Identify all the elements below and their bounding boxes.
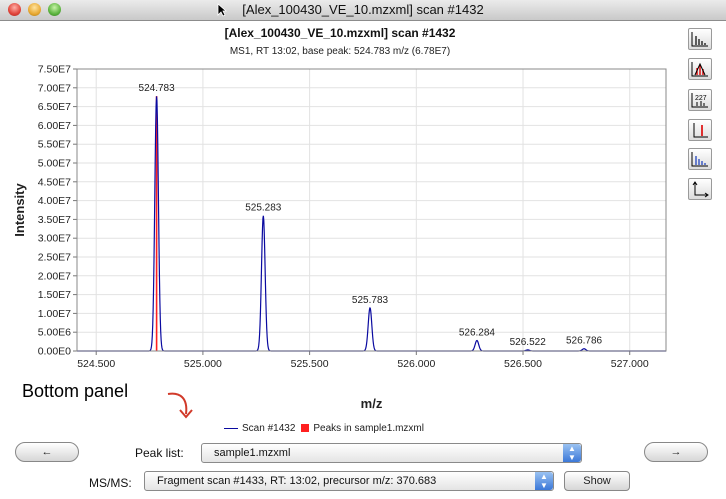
previous-scan-button[interactable]: ← xyxy=(15,442,79,462)
dropdown-arrows-icon: ▲ ▼ xyxy=(563,444,581,462)
y-tick-label: 5.00E7 xyxy=(38,158,71,170)
peak-mz-label: 526.786 xyxy=(566,336,603,347)
curved-arrow-icon xyxy=(167,392,193,419)
close-window-button[interactable] xyxy=(8,3,21,16)
legend-scan-label: Scan #1432 xyxy=(242,423,296,434)
peak-list-dropdown[interactable]: sample1.mzxml ▲ ▼ xyxy=(201,443,582,463)
y-tick-label: 2.00E7 xyxy=(38,270,71,282)
y-tick-label: 6.00E7 xyxy=(38,120,71,132)
y-tick-label: 4.00E7 xyxy=(38,195,71,207)
set-peak-icon[interactable] xyxy=(688,119,712,141)
scan-profile-line xyxy=(77,96,666,352)
y-tick-label: 7.50E7 xyxy=(38,64,71,76)
centroid-icon[interactable] xyxy=(688,28,712,50)
chart-legend: Scan #1432 Peaks in sample1.mzxml xyxy=(224,423,424,434)
y-tick-label: 3.50E7 xyxy=(38,214,71,226)
show-button[interactable]: Show xyxy=(564,471,630,491)
x-tick-label: 525.000 xyxy=(184,358,222,370)
svg-text:227: 227 xyxy=(695,95,707,102)
plot-frame xyxy=(76,68,667,352)
x-tick-label: 527.000 xyxy=(611,358,649,370)
window-title: [Alex_100430_VE_10.mzxml] scan #1432 xyxy=(242,2,484,17)
peak-mz-label: 525.783 xyxy=(352,295,389,306)
x-axis-label: m/z xyxy=(361,396,383,411)
y-tick-label: 0.00E0 xyxy=(38,346,71,358)
annotation-icon[interactable]: 227 xyxy=(688,89,712,111)
x-tick-label: 525.500 xyxy=(291,358,329,370)
y-tick-label: 7.00E7 xyxy=(38,82,71,94)
x-tick-label: 524.500 xyxy=(77,358,115,370)
next-scan-button[interactable]: → xyxy=(644,442,708,462)
msms-label: MS/MS: xyxy=(89,476,132,490)
peak-mz-label: 525.283 xyxy=(245,203,282,214)
peak-mz-label: 526.522 xyxy=(510,337,547,348)
legend-peaks-label: Peaks in sample1.mzxml xyxy=(313,423,424,434)
peak-mz-label: 524.783 xyxy=(139,83,176,94)
peak-list-label: Peak list: xyxy=(135,446,184,460)
y-tick-label: 5.50E7 xyxy=(38,139,71,151)
peak-detection-icon[interactable] xyxy=(688,58,712,80)
y-axis-label: Intensity xyxy=(12,183,27,237)
axes-icon[interactable] xyxy=(688,178,712,200)
y-tick-label: 4.50E7 xyxy=(38,176,71,188)
zoom-window-button[interactable] xyxy=(48,3,61,16)
x-tick-label: 526.000 xyxy=(397,358,435,370)
bottom-panel-annotation: Bottom panel xyxy=(22,381,129,401)
y-tick-label: 1.00E7 xyxy=(38,308,71,320)
msms-dropdown[interactable]: Fragment scan #1433, RT: 13:02, precurso… xyxy=(144,471,554,491)
y-tick-label: 1.50E7 xyxy=(38,289,71,301)
x-tick-label: 526.500 xyxy=(504,358,542,370)
spectrum-plot[interactable]: 0.00E0 5.00E6 1.00E7 1.50E7 2.00E7 2.50E7 3.00… xyxy=(0,21,680,421)
legend-peaks-swatch xyxy=(301,424,310,433)
y-tick-label: 2.50E7 xyxy=(38,252,71,264)
content-area: [Alex_100430_VE_10.mzxml] scan #1432 MS1… xyxy=(0,21,726,499)
y-tick-label: 5.00E6 xyxy=(38,327,71,339)
peak-list-value: sample1.mzxml xyxy=(214,447,291,459)
peak-mz-label: 526.284 xyxy=(459,327,496,338)
msms-value: Fragment scan #1433, RT: 13:02, precurso… xyxy=(157,475,437,487)
y-tick-label: 6.50E7 xyxy=(38,101,71,113)
chart-subtitle: MS1, RT 13:02, base peak: 524.783 m/z (6… xyxy=(229,46,451,57)
title-bar: [Alex_100430_VE_10.mzxml] scan #1432 xyxy=(0,0,726,21)
y-tick-label: 3.00E7 xyxy=(38,233,71,245)
legend-scan-swatch xyxy=(224,427,238,429)
chart-title: [Alex_100430_VE_10.mzxml] scan #1432 xyxy=(224,26,456,40)
mouse-cursor-icon xyxy=(217,3,227,17)
minimize-window-button[interactable] xyxy=(28,3,41,16)
dropdown-arrows-icon: ▲ ▼ xyxy=(535,472,553,490)
isotope-icon[interactable] xyxy=(688,148,712,170)
